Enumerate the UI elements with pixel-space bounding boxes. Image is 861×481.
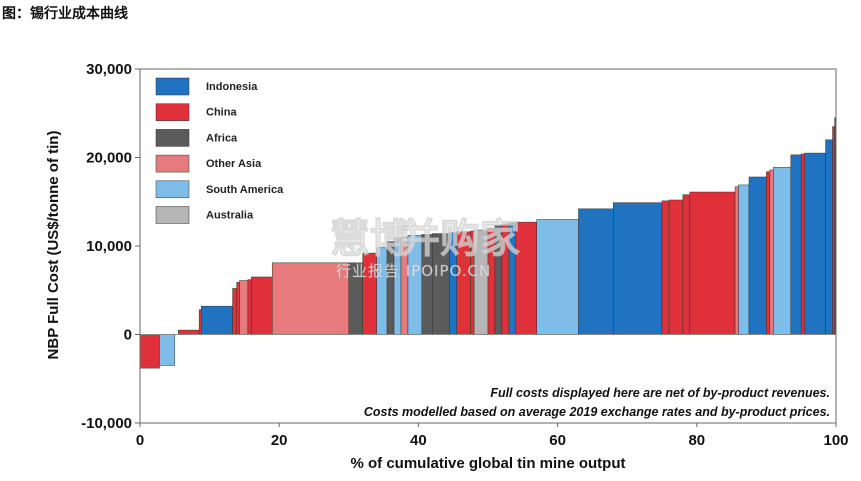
bar-segment-0: [139, 334, 160, 369]
x-axis-title: % of cumulative global tin mine output: [350, 455, 625, 472]
bar-segment-4: [200, 305, 233, 335]
bar-segment-46: [832, 126, 835, 335]
bar-segment-38: [748, 176, 767, 335]
x-axis: 0 20 40 60 80 100: [136, 423, 849, 449]
bar-segment-36: [734, 186, 739, 335]
y-axis-title: NBP Full Cost (US$/tonne of tin): [45, 131, 62, 360]
bar-segment-9: [251, 276, 273, 335]
bar-segment-6: [236, 282, 240, 335]
bar-segment-39: [766, 171, 771, 335]
legend-label: Other Asia: [206, 158, 262, 170]
y-tick-label: 0: [124, 327, 132, 344]
watermark-cn: 并购家: [400, 216, 520, 262]
legend-label: Indonesia: [206, 81, 258, 93]
legend-label: Africa: [206, 132, 238, 144]
legend-swatch: [155, 206, 190, 224]
y-tick-label: 20,000: [86, 150, 132, 167]
bar-segment-42: [790, 154, 802, 335]
legend-swatch: [155, 129, 190, 147]
legend-swatch: [155, 180, 190, 199]
bar-segment-7: [239, 280, 249, 335]
bar-segment-33: [668, 199, 684, 335]
bar-segment-40: [769, 169, 774, 335]
bar-segment-10: [271, 262, 350, 335]
watermark-sub: 行业报告 IPOIPO.CN: [336, 262, 491, 280]
legend: Indonesia China Africa Other Asia South Amer…: [155, 77, 284, 224]
bar-segment-34: [682, 194, 691, 335]
bar-segment-45: [825, 139, 833, 335]
bar-segment-32: [661, 200, 670, 335]
x-tick-label: 40: [410, 432, 427, 449]
x-tick-label: 0: [136, 432, 144, 449]
bar-segment-8: [247, 279, 252, 335]
annotations: Full costs displayed here are net of by-…: [364, 386, 830, 419]
bar-segment-5: [232, 288, 237, 335]
watermark-brand: 慧博: [330, 216, 410, 262]
bar-segment-1: [159, 334, 176, 366]
bar-segment-3: [198, 309, 202, 335]
bar-segment-35: [689, 191, 736, 335]
y-tick-label: 10,000: [86, 238, 132, 255]
bar-segment-43: [800, 153, 805, 335]
bar-segment-37: [738, 184, 750, 335]
watermark: 慧博 并购家 行业报告 IPOIPO.CN: [330, 216, 521, 281]
x-tick-label: 80: [688, 432, 705, 449]
figure-title: 图：锡行业成本曲线: [2, 6, 128, 22]
y-tick-label: -10,000: [81, 415, 132, 432]
x-tick-label: 20: [271, 432, 288, 449]
y-tick-label: 30,000: [86, 61, 132, 78]
bar-segment-44: [804, 152, 826, 335]
x-tick-label: 100: [823, 432, 848, 449]
legend-swatch: [155, 154, 190, 173]
bar-segment-31: [613, 202, 663, 335]
annotation-note: Costs modelled based on average 2019 exc…: [364, 405, 830, 419]
bar-segment-41: [773, 166, 792, 335]
bars-layer: [139, 117, 837, 369]
y-axis: -10,000 0 10,000 20,000 30,000: [81, 61, 140, 432]
bar-segment-2: [178, 329, 200, 335]
bar-segment-29: [536, 219, 579, 335]
legend-label: South America: [206, 184, 284, 196]
bar-segment-30: [578, 208, 614, 335]
legend-swatch: [155, 103, 190, 121]
legend-label: China: [206, 107, 237, 119]
x-tick-label: 60: [549, 432, 566, 449]
legend-label: Australia: [206, 210, 254, 222]
legend-swatch: [155, 77, 190, 96]
annotation-note: Full costs displayed here are net of by-…: [490, 386, 830, 400]
